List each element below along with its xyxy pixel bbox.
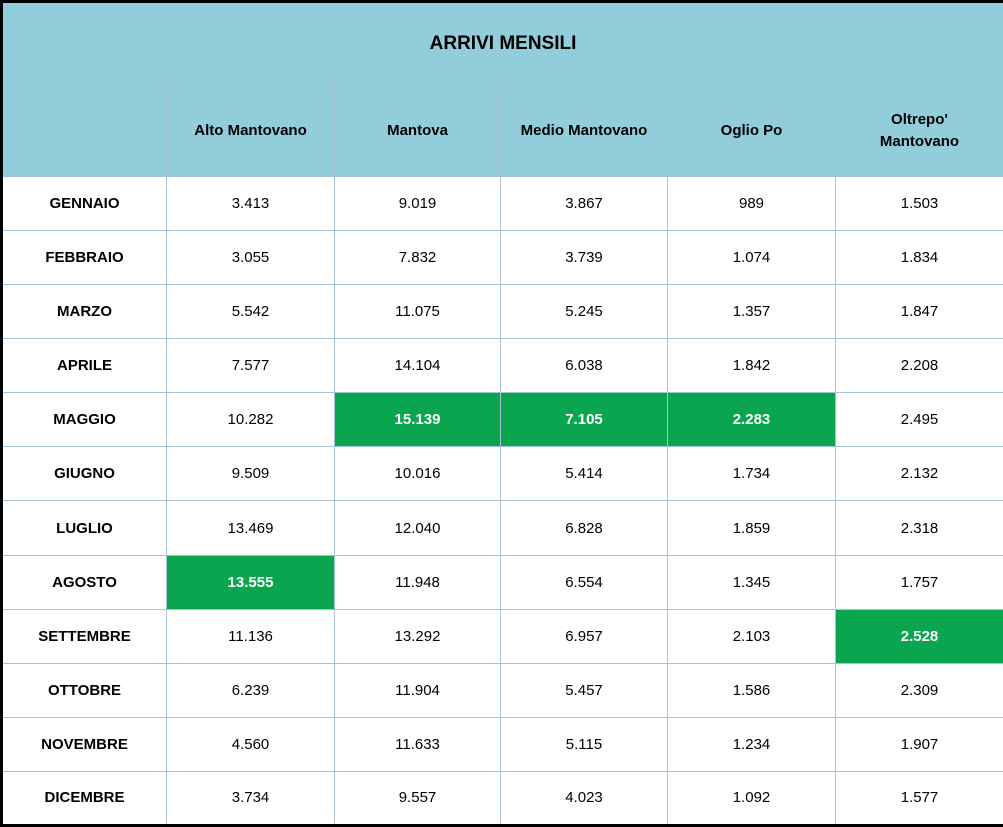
cell-gennaio-mantova: 9.019 <box>334 175 501 232</box>
cell-giugno-oltrepo-mantovano: 2.132 <box>834 446 1003 502</box>
cell-novembre-oltrepo-mantovano: 1.907 <box>834 716 1003 772</box>
row-label-marzo: MARZO <box>1 284 167 340</box>
table-row: NOVEMBRE 4.560 11.633 5.115 1.234 1.907 <box>1 716 1003 772</box>
column-header-oglio-po: Oglio Po <box>667 85 836 177</box>
cell-giugno-mantova: 10.016 <box>334 446 501 502</box>
cell-marzo-medio-mantovano: 5.245 <box>500 284 668 340</box>
cell-luglio-medio-mantovano: 6.828 <box>500 500 668 556</box>
cell-dicembre-alto-mantovano: 3.734 <box>166 770 335 827</box>
cell-maggio-mantova-highlighted: 15.139 <box>334 392 501 448</box>
table-row: GENNAIO 3.413 9.019 3.867 989 1.503 <box>1 175 1003 232</box>
cell-novembre-mantova: 11.633 <box>334 716 501 772</box>
table-row: SETTEMBRE 11.136 13.292 6.957 2.103 2.52… <box>1 608 1003 664</box>
cell-luglio-mantova: 12.040 <box>334 500 501 556</box>
column-header-alto-mantovano: Alto Mantovano <box>166 85 335 177</box>
cell-ottobre-mantova: 11.904 <box>334 662 501 718</box>
cell-settembre-oltrepo-mantovano-highlighted: 2.528 <box>834 608 1003 664</box>
cell-ottobre-oltrepo-mantovano: 2.309 <box>834 662 1003 718</box>
cell-marzo-oltrepo-mantovano: 1.847 <box>834 284 1003 340</box>
cell-maggio-oglio-po-highlighted: 2.283 <box>667 392 836 448</box>
cell-marzo-alto-mantovano: 5.542 <box>166 284 335 340</box>
cell-aprile-medio-mantovano: 6.038 <box>500 338 668 394</box>
cell-ottobre-medio-mantovano: 5.457 <box>500 662 668 718</box>
cell-febbraio-medio-mantovano: 3.739 <box>500 230 668 286</box>
cell-gennaio-oglio-po: 989 <box>667 175 836 232</box>
row-label-febbraio: FEBBRAIO <box>1 230 167 286</box>
column-header-oltrepo-mantovano: Oltrepo' Mantovano <box>834 85 1003 177</box>
cell-aprile-oglio-po: 1.842 <box>667 338 836 394</box>
cell-marzo-mantova: 11.075 <box>334 284 501 340</box>
table-row: AGOSTO 13.555 11.948 6.554 1.345 1.757 <box>1 554 1003 610</box>
row-label-maggio: MAGGIO <box>1 392 167 448</box>
cell-aprile-oltrepo-mantovano: 2.208 <box>834 338 1003 394</box>
row-label-settembre: SETTEMBRE <box>1 608 167 664</box>
row-label-novembre: NOVEMBRE <box>1 716 167 772</box>
cell-agosto-oglio-po: 1.345 <box>667 554 836 610</box>
row-label-ottobre: OTTOBRE <box>1 662 167 718</box>
cell-ottobre-oglio-po: 1.586 <box>667 662 836 718</box>
cell-febbraio-oglio-po: 1.074 <box>667 230 836 286</box>
table-row: DICEMBRE 3.734 9.557 4.023 1.092 1.577 <box>1 770 1003 827</box>
cell-febbraio-alto-mantovano: 3.055 <box>166 230 335 286</box>
table-title-row: ARRIVI MENSILI <box>0 1 1003 86</box>
cell-luglio-oltrepo-mantovano: 2.318 <box>834 500 1003 556</box>
cell-maggio-oltrepo-mantovano: 2.495 <box>834 392 1003 448</box>
cell-agosto-oltrepo-mantovano: 1.757 <box>834 554 1003 610</box>
cell-novembre-alto-mantovano: 4.560 <box>166 716 335 772</box>
column-header-row: Alto Mantovano Mantova Medio Mantovano O… <box>1 85 1003 177</box>
cell-ottobre-alto-mantovano: 6.239 <box>166 662 335 718</box>
cell-dicembre-oglio-po: 1.092 <box>667 770 836 827</box>
cell-settembre-medio-mantovano: 6.957 <box>500 608 668 664</box>
table-title: ARRIVI MENSILI <box>0 1 1003 86</box>
cell-febbraio-mantova: 7.832 <box>334 230 501 286</box>
cell-maggio-alto-mantovano: 10.282 <box>166 392 335 448</box>
row-label-agosto: AGOSTO <box>1 554 167 610</box>
cell-agosto-alto-mantovano-highlighted: 13.555 <box>166 554 335 610</box>
cell-giugno-alto-mantovano: 9.509 <box>166 446 335 502</box>
cell-novembre-oglio-po: 1.234 <box>667 716 836 772</box>
cell-luglio-oglio-po: 1.859 <box>667 500 836 556</box>
cell-aprile-mantova: 14.104 <box>334 338 501 394</box>
row-label-dicembre: DICEMBRE <box>1 770 167 827</box>
cell-maggio-medio-mantovano-highlighted: 7.105 <box>500 392 668 448</box>
column-header-mantova: Mantova <box>334 85 501 177</box>
cell-dicembre-oltrepo-mantovano: 1.577 <box>834 770 1003 827</box>
corner-cell <box>1 85 167 177</box>
cell-settembre-mantova: 13.292 <box>334 608 501 664</box>
cell-febbraio-oltrepo-mantovano: 1.834 <box>834 230 1003 286</box>
table-row: LUGLIO 13.469 12.040 6.828 1.859 2.318 <box>1 500 1003 556</box>
cell-giugno-medio-mantovano: 5.414 <box>500 446 668 502</box>
row-label-aprile: APRILE <box>1 338 167 394</box>
row-label-luglio: LUGLIO <box>1 500 167 556</box>
table-row: APRILE 7.577 14.104 6.038 1.842 2.208 <box>1 338 1003 394</box>
cell-gennaio-medio-mantovano: 3.867 <box>500 175 668 232</box>
cell-agosto-medio-mantovano: 6.554 <box>500 554 668 610</box>
cell-settembre-alto-mantovano: 11.136 <box>166 608 335 664</box>
row-label-giugno: GIUGNO <box>1 446 167 502</box>
cell-aprile-alto-mantovano: 7.577 <box>166 338 335 394</box>
column-header-medio-mantovano: Medio Mantovano <box>500 85 668 177</box>
cell-settembre-oglio-po: 2.103 <box>667 608 836 664</box>
cell-dicembre-medio-mantovano: 4.023 <box>500 770 668 827</box>
cell-gennaio-oltrepo-mantovano: 1.503 <box>834 175 1003 232</box>
table-row: GIUGNO 9.509 10.016 5.414 1.734 2.132 <box>1 446 1003 502</box>
cell-agosto-mantova: 11.948 <box>334 554 501 610</box>
cell-giugno-oglio-po: 1.734 <box>667 446 836 502</box>
cell-dicembre-mantova: 9.557 <box>334 770 501 827</box>
cell-novembre-medio-mantovano: 5.115 <box>500 716 668 772</box>
table-row: MARZO 5.542 11.075 5.245 1.357 1.847 <box>1 284 1003 340</box>
cell-marzo-oglio-po: 1.357 <box>667 284 836 340</box>
table-row: FEBBRAIO 3.055 7.832 3.739 1.074 1.834 <box>1 230 1003 286</box>
table-row: OTTOBRE 6.239 11.904 5.457 1.586 2.309 <box>1 662 1003 718</box>
table-row: MAGGIO 10.282 15.139 7.105 2.283 2.495 <box>1 392 1003 448</box>
cell-gennaio-alto-mantovano: 3.413 <box>166 175 335 232</box>
row-label-gennaio: GENNAIO <box>1 175 167 232</box>
cell-luglio-alto-mantovano: 13.469 <box>166 500 335 556</box>
